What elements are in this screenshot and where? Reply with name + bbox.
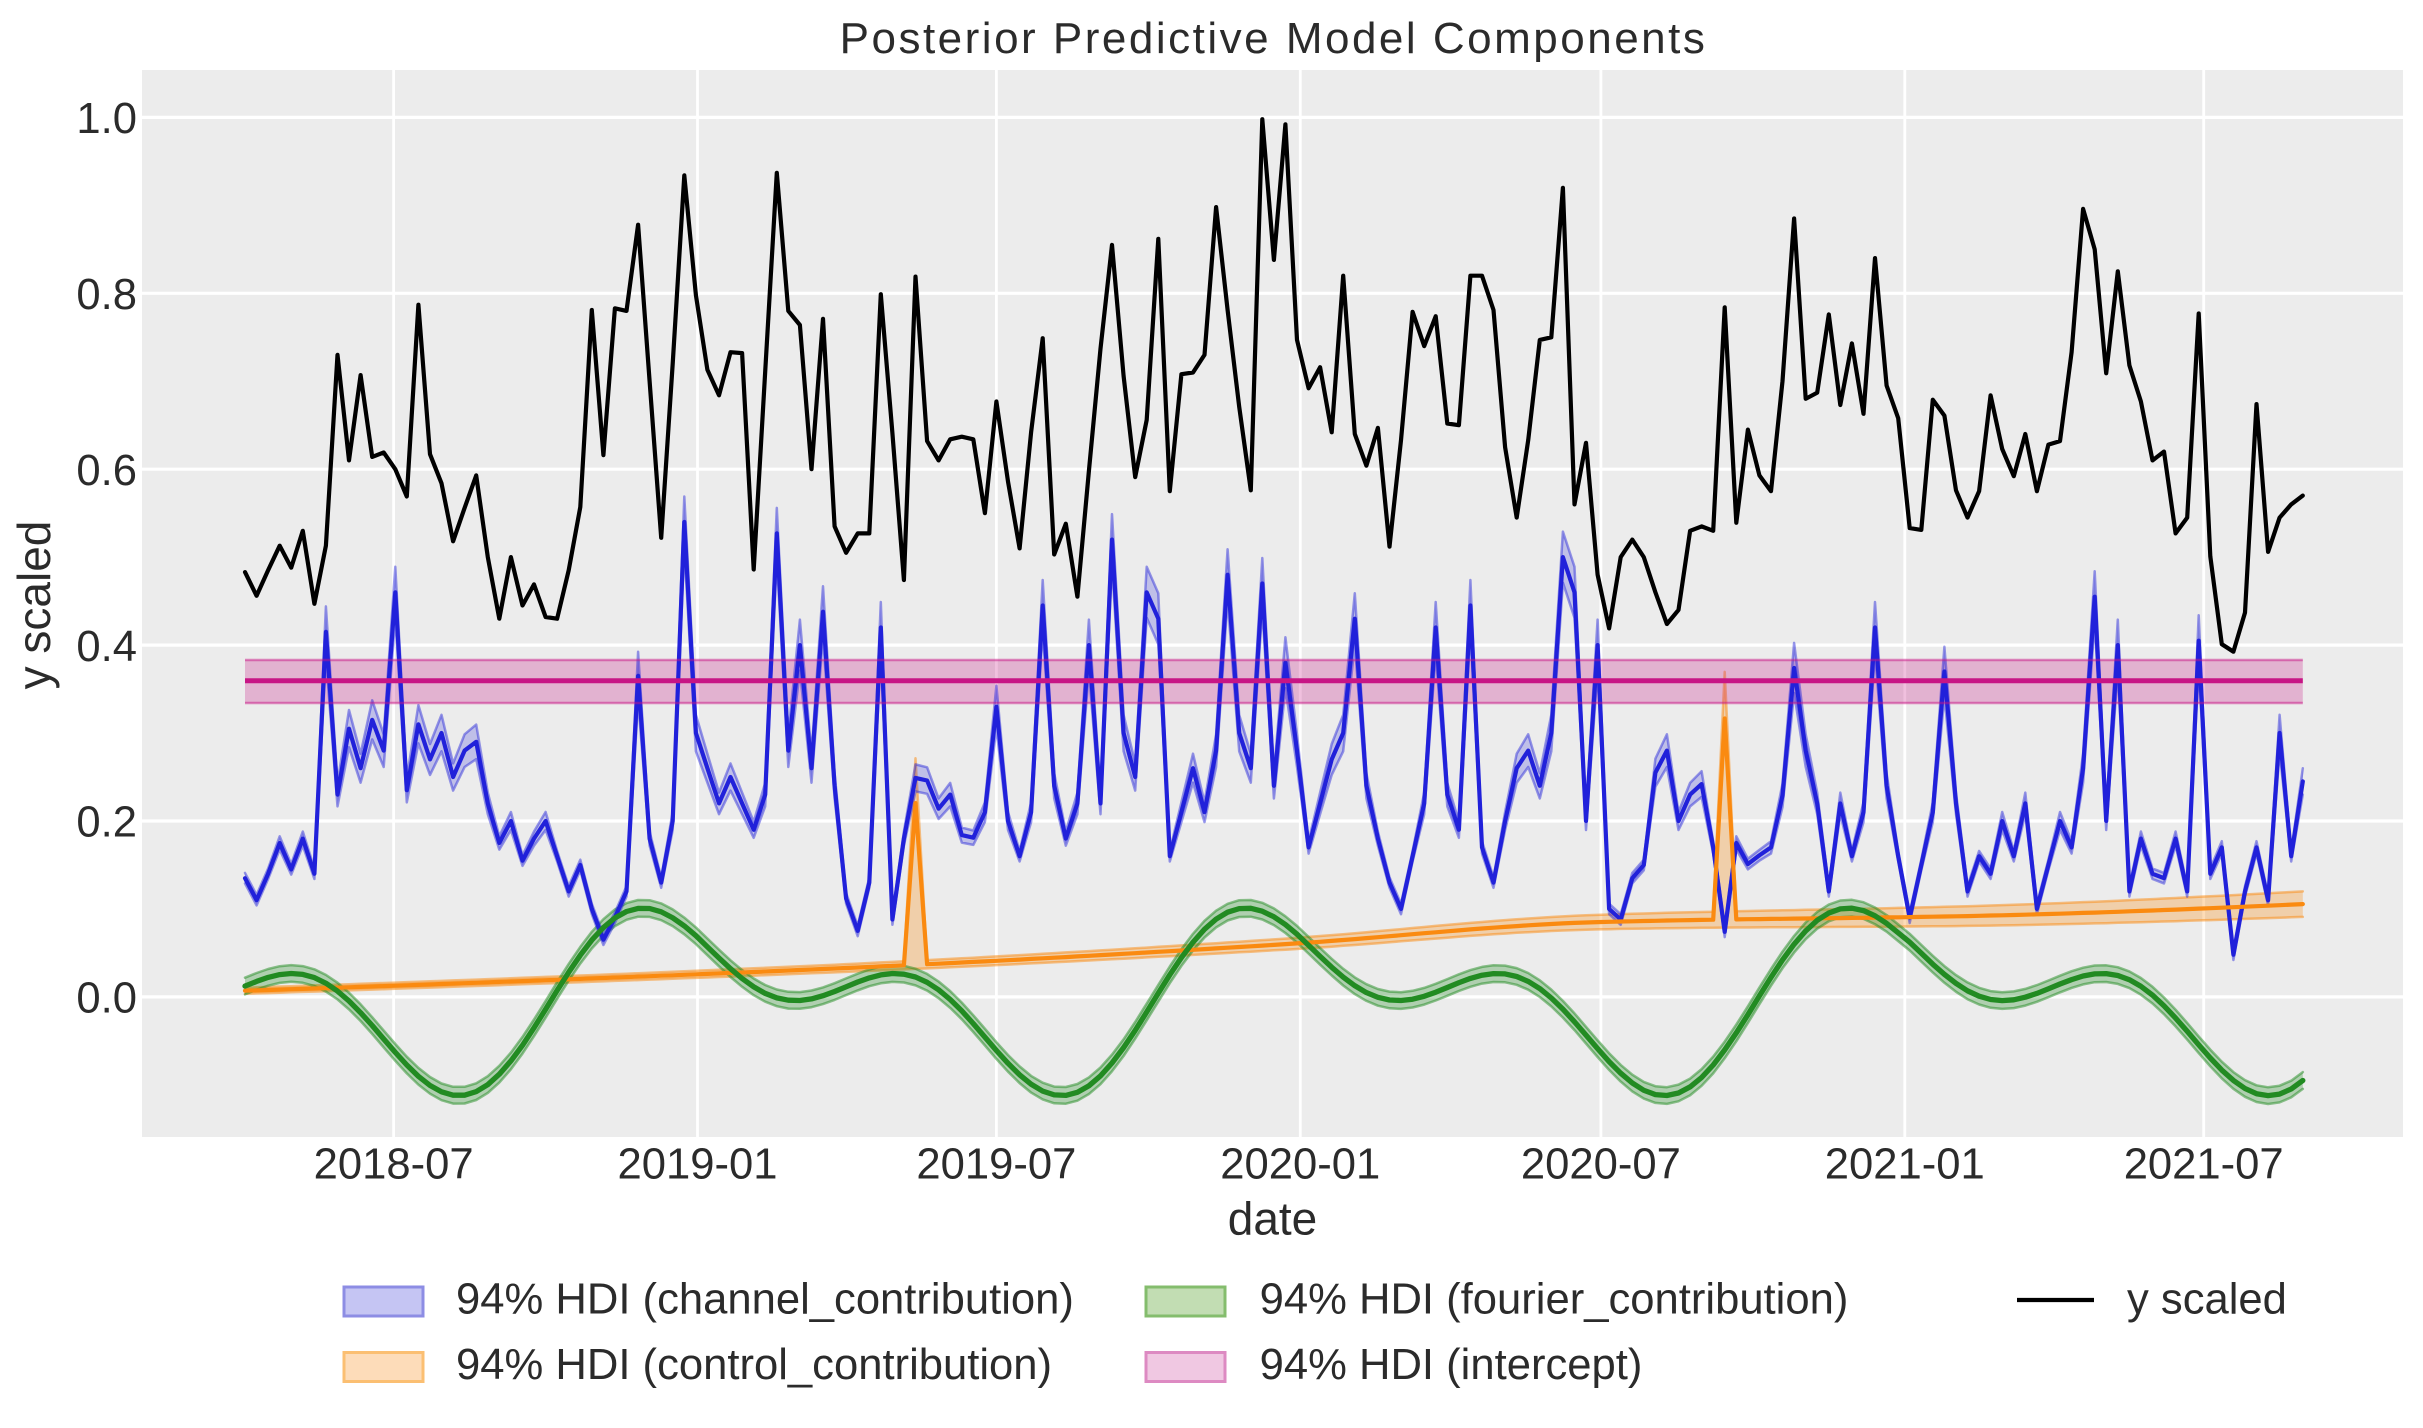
svg-text:0.8: 0.8 [76, 271, 137, 319]
svg-text:0.6: 0.6 [76, 447, 137, 495]
svg-text:2021-07: 2021-07 [2124, 1141, 2284, 1189]
svg-text:Posterior Predictive Model Com: Posterior Predictive Model Components [840, 14, 1708, 63]
svg-text:2019-01: 2019-01 [618, 1141, 778, 1189]
svg-text:2018-07: 2018-07 [314, 1141, 474, 1189]
svg-text:2019-07: 2019-07 [916, 1141, 1076, 1189]
svg-text:0.0: 0.0 [76, 975, 137, 1023]
svg-text:94% HDI (fourier_contribution): 94% HDI (fourier_contribution) [1260, 1275, 1849, 1323]
svg-text:y scaled: y scaled [2127, 1275, 2287, 1323]
svg-text:date: date [1228, 1193, 1318, 1245]
svg-text:2020-07: 2020-07 [1521, 1141, 1681, 1189]
svg-text:1.0: 1.0 [76, 95, 137, 143]
svg-text:2020-01: 2020-01 [1220, 1141, 1380, 1189]
svg-text:0.4: 0.4 [76, 623, 137, 671]
svg-text:y scaled: y scaled [8, 521, 60, 690]
svg-text:94% HDI (intercept): 94% HDI (intercept) [1260, 1341, 1643, 1389]
svg-text:0.2: 0.2 [76, 799, 137, 847]
svg-text:94% HDI (channel_contribution): 94% HDI (channel_contribution) [456, 1275, 1074, 1323]
svg-text:2021-01: 2021-01 [1825, 1141, 1985, 1189]
svg-text:94% HDI (control_contribution): 94% HDI (control_contribution) [456, 1341, 1052, 1389]
